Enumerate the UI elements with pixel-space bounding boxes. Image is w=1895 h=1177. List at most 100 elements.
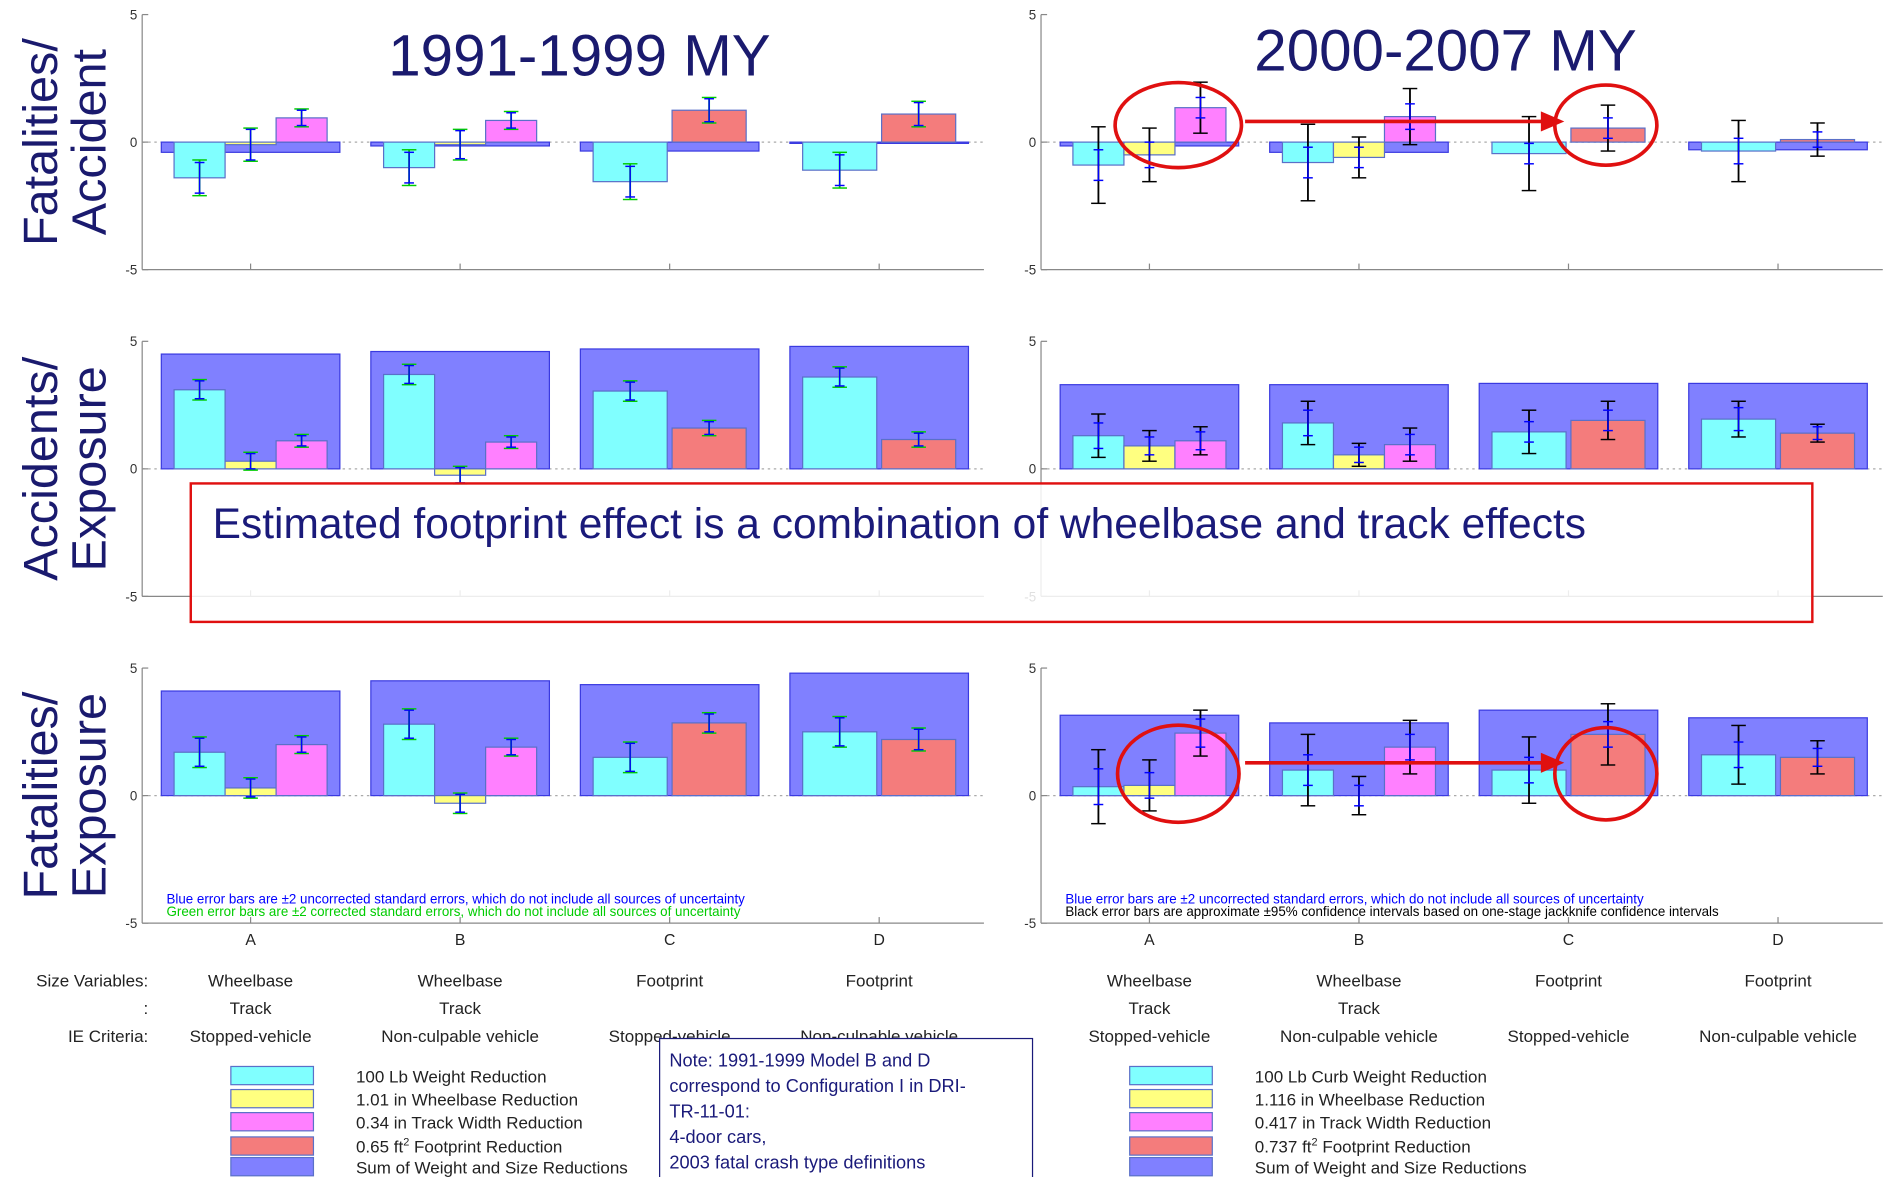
error-bar [1733,741,1744,769]
note-line: correspond to Configuration I in DRI- [669,1076,965,1096]
error-bar [296,109,307,127]
error-bar [1093,149,1104,182]
table-cell: Footprint [1535,971,1602,990]
bar [592,390,668,470]
error-bar [1195,96,1206,119]
error-bar [1195,431,1206,451]
error-bar [1093,422,1104,450]
chart: -505 [125,334,984,604]
y-tick-label: 5 [1029,7,1036,22]
error-bar [1144,436,1155,456]
row-label: Accident [63,48,117,235]
y-tick-label: 5 [130,334,137,349]
error-bar [625,742,636,773]
chart: -5 0 5 [1024,7,1883,278]
error-bar [455,129,465,160]
error-bar [913,728,924,751]
error-bar [296,434,307,447]
bar [173,389,226,470]
legend-label: 1.01 in Wheelbase Reduction [356,1090,578,1109]
table-cell: Wheelbase [1316,971,1401,990]
y-tick-label: 5 [1029,661,1036,676]
table-row-label: : [144,999,149,1018]
legend-text: 0.34 in Track Width Reduction [356,1113,583,1132]
panel-title: 1991-1999 MY [388,23,770,88]
legend-swatch [1129,1065,1213,1086]
legend-text: Sum of Weight and Size Reductions [356,1158,628,1177]
legend-text: Footprint Reduction [409,1138,562,1157]
legend-text: 100 Lb Weight Reduction [356,1067,547,1086]
table-cell: Track [1338,999,1380,1018]
chart: -5 0 5 A B C D Blue error bars are ±2 uncorrect… [1024,661,1883,949]
legend-text: Sum of Weight and Size Reductions [1255,1158,1527,1177]
x-tick-label: C [664,932,675,949]
legend-label: 100 Lb Weight Reduction [356,1067,547,1086]
legend-text: 100 Lb Curb Weight Reduction [1255,1067,1487,1086]
legend-label: 0.34 in Track Width Reduction [356,1113,583,1132]
error-bar [834,367,845,387]
legend-text: 1.01 in Wheelbase Reduction [356,1090,578,1109]
x-tick-label: B [1354,932,1365,949]
error-bar [404,709,414,739]
x-tick-label: D [1772,932,1783,949]
table-cell: Track [439,999,481,1018]
error-bar [245,778,256,798]
error-bar [506,738,516,756]
error-bar [194,161,205,194]
legend-sup: 2 [1312,1136,1318,1148]
legend-label: Sum of Weight and Size Reductions [356,1158,628,1177]
x-tick-label: A [1144,932,1155,949]
chart: -505 [125,7,984,278]
table-cell: Stopped-vehicle [190,1027,312,1046]
error-bar [704,420,714,436]
y-tick-label: -5 [125,263,137,278]
y-tick-label: 0 [1029,135,1036,150]
error-bar [404,151,414,184]
legend-label: 0.65 ft2 Footprint Reduction [356,1136,562,1156]
table-cell: Stopped-vehicle [1508,1027,1630,1046]
error-bar [1603,117,1613,140]
error-bar [245,452,256,470]
table-cell: Stopped-vehicle [1088,1027,1210,1046]
panel-title: 2000-2007 MY [1254,18,1636,83]
error-bar [1405,103,1415,131]
sum-bar [789,141,970,144]
legend-swatch [230,1136,315,1156]
annotation-box [189,482,1814,624]
y-tick-label: 5 [130,661,137,676]
error-bar [1405,433,1415,456]
highlight-circle [1553,83,1659,168]
error-note: Green error bars are ±2 corrected standa… [166,904,740,919]
note-line: 4-door cars, [669,1127,766,1147]
y-tick-label: 0 [1029,788,1036,803]
legend-swatch [230,1088,315,1109]
base-layer: Fatalities/AccidentAccidents/ExposureFat… [14,7,1883,1177]
chart: -5 0 5 A B C D Blue error bars are ±2 uncorrect… [125,661,984,949]
bar [802,376,878,470]
bar [382,373,436,470]
legend-label: 1.116 in Wheelbase Reduction [1255,1090,1485,1109]
legend-swatch [1129,1136,1213,1156]
y-tick-label: 0 [1029,462,1036,477]
error-bar [1405,733,1415,761]
y-tick-label: 5 [1029,334,1036,349]
legend-swatch [230,1156,315,1177]
table-cell: Wheelbase [208,971,293,990]
sum-bar [579,141,760,152]
table-cell: Footprint [846,971,913,990]
y-tick-label: -5 [1024,263,1036,278]
error-bar [1524,142,1534,165]
error-bar [1812,131,1823,148]
table-cell: Track [1128,999,1170,1018]
error-bar [1603,409,1613,432]
legend-label: 0.737 ft2 Footprint Reduction [1255,1136,1471,1156]
x-tick-label: B [455,932,466,949]
error-note: Blue error bars are ±2 uncorrected stand… [1065,892,1644,907]
table-cell: Track [230,999,272,1018]
y-tick-label: 0 [130,462,137,477]
error-bar [625,165,636,198]
row-label: Exposure [63,366,117,571]
legend-swatch [1129,1088,1213,1109]
chart: -505 [1024,334,1883,604]
highlight-circle [1553,725,1659,822]
